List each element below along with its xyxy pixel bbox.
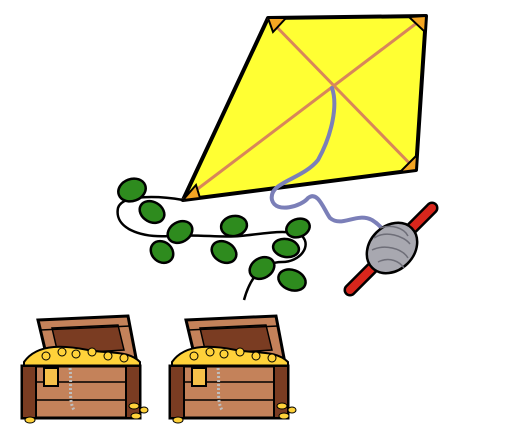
string-reel — [343, 201, 439, 297]
leaf-icon — [271, 237, 301, 259]
leaf-icon — [166, 219, 194, 245]
kite-corner-top-left — [266, 17, 289, 34]
kite-spar-1 — [266, 16, 418, 172]
kite — [180, 14, 428, 202]
leaf-icon — [138, 199, 166, 225]
leaf-icon — [149, 239, 175, 265]
kite-corner-bottom-right — [397, 152, 419, 174]
kite-tail — [116, 177, 311, 301]
leaf-icon — [248, 255, 276, 281]
leaf-icon — [117, 177, 147, 203]
kite-spar-2 — [182, 14, 427, 202]
leaf-icon — [210, 239, 238, 265]
leaf-icon — [219, 214, 249, 238]
tail-string — [116, 195, 307, 301]
kite-corner-bottom-left — [180, 182, 202, 202]
treasure-chest-icon — [20, 314, 149, 424]
kite-string — [269, 86, 394, 244]
kite-corner-top-right — [406, 14, 428, 35]
leaf-icon — [277, 268, 307, 292]
treasure-chest-right — [168, 314, 297, 424]
treasure-chest-left — [20, 314, 149, 424]
leaf-icon — [285, 217, 311, 239]
treasure-chest-icon — [168, 314, 297, 424]
